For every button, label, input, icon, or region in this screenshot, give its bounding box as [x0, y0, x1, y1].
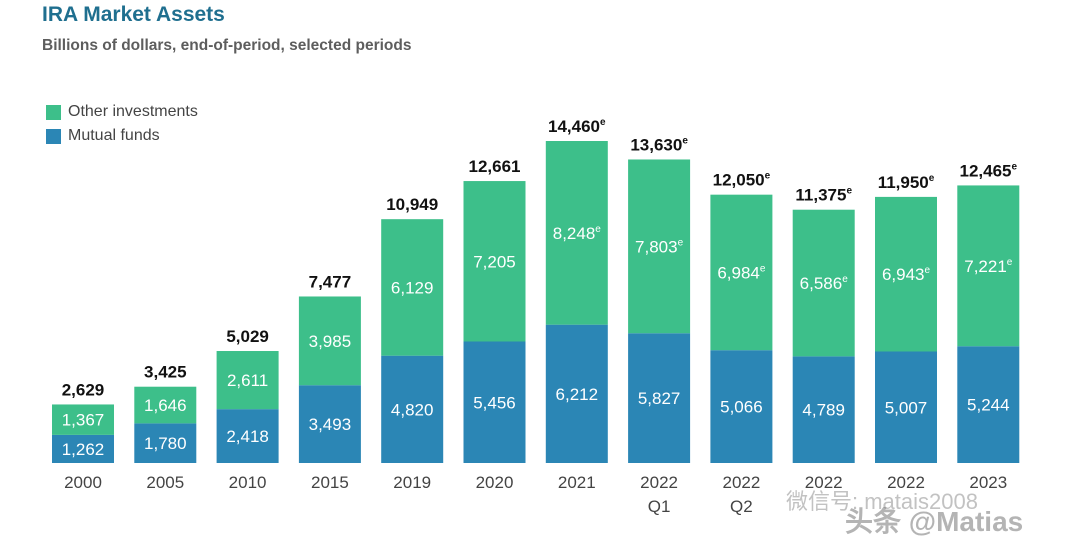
- x-tick-label: 2020: [476, 473, 514, 492]
- bar-other-investments: [134, 386, 197, 424]
- data-label-total: 14,460e: [548, 117, 606, 136]
- data-label-mutual-funds: 3,493: [309, 415, 352, 434]
- bar-mutual-funds: [298, 385, 361, 463]
- bar-mutual-funds: [381, 355, 444, 463]
- data-label-other-investments: 6,129: [391, 278, 434, 297]
- data-label-total: 2,629: [62, 380, 105, 399]
- data-label-other-investments: 6,586e: [800, 274, 849, 293]
- legend-item-other: Other investments: [46, 100, 198, 124]
- data-label-total: 3,425: [144, 363, 187, 382]
- watermark-wechat: 微信号: matais2008: [786, 489, 978, 514]
- data-label-other-investments: 7,803e: [635, 237, 684, 256]
- data-label-total: 5,029: [226, 327, 269, 346]
- data-label-mutual-funds: 1,780: [144, 434, 187, 453]
- x-tick-label: 2015: [311, 473, 349, 492]
- x-tick-label: 2022: [887, 473, 925, 492]
- bar-other-investments: [792, 209, 855, 357]
- data-label-mutual-funds: 5,007: [885, 398, 928, 417]
- data-label-mutual-funds: 5,827: [638, 389, 681, 408]
- data-label-total: 10,949: [386, 195, 438, 214]
- bar-mutual-funds: [545, 324, 608, 463]
- bar-other-investments: [216, 351, 279, 410]
- data-label-mutual-funds: 4,789: [802, 401, 845, 420]
- data-label-mutual-funds: 2,418: [226, 427, 269, 446]
- data-label-total: 12,465e: [960, 161, 1018, 180]
- bar-mutual-funds: [463, 341, 526, 463]
- data-label-other-investments: 3,985: [309, 332, 352, 351]
- data-label-mutual-funds: 5,066: [720, 398, 763, 417]
- x-tick-label: 2022: [722, 473, 760, 492]
- x-tick-label: 2022: [805, 473, 843, 492]
- x-tick-label: 2023: [969, 473, 1007, 492]
- data-label-other-investments: 6,943e: [882, 265, 931, 284]
- chart-title: IRA Market Assets: [42, 3, 225, 26]
- bar-other-investments: [52, 404, 114, 435]
- legend-swatch-other: [46, 104, 61, 120]
- bar-other-investments: [381, 219, 444, 356]
- legend-item-mutual: Mutual funds: [46, 124, 198, 148]
- x-tick-label: 2019: [393, 473, 431, 492]
- bar-mutual-funds: [134, 423, 197, 463]
- x-tick-label: Q2: [730, 497, 753, 516]
- data-label-total: 12,050e: [713, 171, 771, 190]
- x-tick-label: 2000: [64, 473, 102, 492]
- x-tick-label: 2022: [640, 473, 678, 492]
- bar-other-investments: [710, 194, 773, 351]
- data-label-mutual-funds: 5,456: [473, 393, 516, 412]
- x-tick-label: Q1: [648, 497, 671, 516]
- data-label-other-investments: 6,984e: [717, 263, 766, 282]
- bar-mutual-funds: [875, 351, 937, 463]
- bar-mutual-funds: [710, 350, 773, 463]
- data-label-total: 7,477: [309, 272, 352, 291]
- legend-label-other: Other investments: [68, 103, 198, 120]
- data-label-other-investments: 1,646: [144, 396, 187, 415]
- data-label-total: 13,630e: [630, 135, 688, 154]
- bar-mutual-funds: [52, 434, 114, 463]
- data-label-total: 11,950e: [878, 173, 935, 192]
- data-label-total: 11,375e: [795, 186, 852, 205]
- bar-other-investments: [628, 159, 691, 334]
- bar-mutual-funds: [957, 346, 1020, 463]
- data-label-other-investments: 2,611: [227, 371, 268, 390]
- watermark-toutiao: 头条 @Matias: [845, 506, 1024, 537]
- bar-mutual-funds: [628, 333, 691, 463]
- bar-mutual-funds: [216, 409, 279, 463]
- data-label-mutual-funds: 4,820: [391, 400, 434, 419]
- bar-mutual-funds: [792, 356, 855, 463]
- bar-other-investments: [875, 196, 937, 352]
- data-label-mutual-funds: 6,212: [556, 385, 599, 404]
- bar-other-investments: [545, 141, 608, 325]
- data-label-other-investments: 7,221e: [964, 257, 1013, 276]
- x-tick-label: 2010: [229, 473, 267, 492]
- data-label-other-investments: 7,205: [473, 252, 516, 271]
- bar-other-investments: [463, 181, 526, 342]
- chart-subtitle: Billions of dollars, end-of-period, sele…: [42, 37, 412, 54]
- legend-swatch-mutual: [46, 128, 61, 144]
- legend-label-mutual: Mutual funds: [68, 127, 160, 144]
- x-tick-label: 2005: [146, 473, 184, 492]
- data-label-mutual-funds: 5,244: [967, 396, 1010, 415]
- data-label-total: 12,661: [469, 157, 521, 176]
- data-label-other-investments: 8,248e: [553, 224, 602, 243]
- x-tick-label: 2021: [558, 473, 596, 492]
- bar-other-investments: [957, 185, 1020, 347]
- bar-other-investments: [298, 296, 361, 386]
- data-label-other-investments: 1,367: [62, 411, 105, 430]
- data-label-mutual-funds: 1,262: [62, 440, 105, 459]
- legend: Other investments Mutual funds: [46, 100, 198, 148]
